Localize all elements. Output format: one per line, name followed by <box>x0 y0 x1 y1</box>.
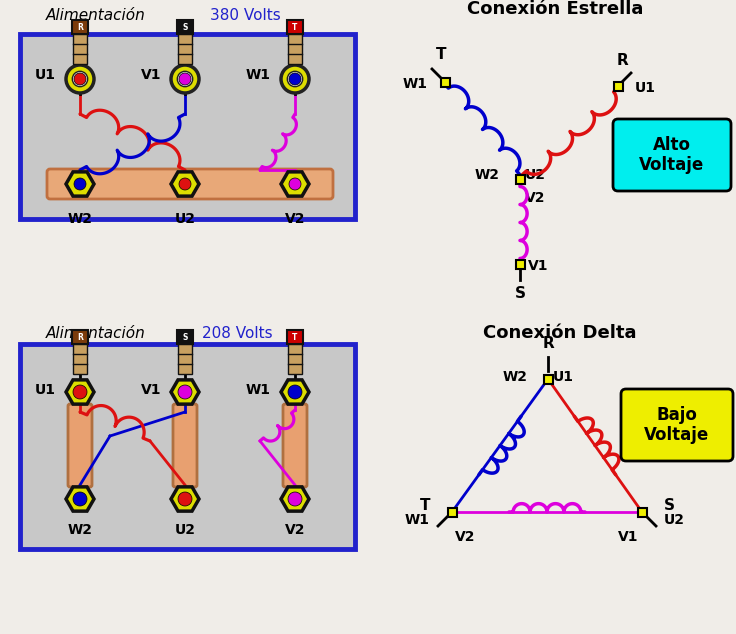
FancyBboxPatch shape <box>177 20 193 34</box>
Text: U1: U1 <box>35 68 56 82</box>
Text: S: S <box>664 498 675 514</box>
FancyBboxPatch shape <box>178 34 192 64</box>
Text: 380 Volts: 380 Volts <box>210 8 280 23</box>
Text: V2: V2 <box>455 530 475 544</box>
Circle shape <box>178 492 192 506</box>
Text: T: T <box>292 332 297 342</box>
Text: R: R <box>616 53 628 68</box>
FancyBboxPatch shape <box>72 330 88 344</box>
Text: V1: V1 <box>141 383 161 397</box>
Text: S: S <box>183 332 188 342</box>
Text: V2: V2 <box>525 191 545 205</box>
Polygon shape <box>171 487 199 511</box>
FancyBboxPatch shape <box>72 20 88 34</box>
FancyBboxPatch shape <box>614 82 623 91</box>
FancyBboxPatch shape <box>177 330 193 344</box>
Circle shape <box>287 71 302 87</box>
FancyBboxPatch shape <box>637 507 646 517</box>
Text: U2: U2 <box>525 168 546 182</box>
FancyBboxPatch shape <box>515 174 525 183</box>
FancyBboxPatch shape <box>447 507 456 517</box>
Text: U2: U2 <box>664 513 685 527</box>
Text: V2: V2 <box>285 212 305 226</box>
FancyBboxPatch shape <box>441 77 450 86</box>
Text: S: S <box>183 22 188 32</box>
Circle shape <box>177 71 193 87</box>
FancyBboxPatch shape <box>288 34 302 64</box>
Polygon shape <box>281 380 309 404</box>
Circle shape <box>66 65 94 93</box>
FancyBboxPatch shape <box>73 34 87 64</box>
Text: Bajo
Voltaje: Bajo Voltaje <box>645 406 710 444</box>
FancyBboxPatch shape <box>20 344 355 549</box>
Text: 208 Volts: 208 Volts <box>202 326 272 341</box>
Circle shape <box>73 385 87 399</box>
Circle shape <box>179 73 191 85</box>
Text: W2: W2 <box>475 168 500 182</box>
Text: Conexión Estrella: Conexión Estrella <box>467 0 643 18</box>
Text: R: R <box>542 336 554 351</box>
FancyBboxPatch shape <box>288 344 302 374</box>
Text: W2: W2 <box>68 523 93 537</box>
Text: W1: W1 <box>246 68 271 82</box>
Text: Alimentación: Alimentación <box>46 8 155 23</box>
Text: W1: W1 <box>246 383 271 397</box>
Polygon shape <box>171 172 199 196</box>
FancyBboxPatch shape <box>20 34 355 219</box>
Polygon shape <box>281 487 309 511</box>
Circle shape <box>288 492 302 506</box>
Text: W2: W2 <box>68 212 93 226</box>
FancyBboxPatch shape <box>621 389 733 461</box>
Circle shape <box>179 178 191 190</box>
Text: V2: V2 <box>285 523 305 537</box>
Polygon shape <box>66 487 94 511</box>
FancyBboxPatch shape <box>515 259 525 269</box>
Text: Alimentación: Alimentación <box>46 326 155 341</box>
Circle shape <box>171 65 199 93</box>
Text: V1: V1 <box>528 259 548 273</box>
Circle shape <box>289 178 301 190</box>
Text: R: R <box>77 22 83 32</box>
FancyBboxPatch shape <box>283 404 307 487</box>
Text: T: T <box>436 47 446 62</box>
Text: U1: U1 <box>553 370 574 384</box>
Text: U2: U2 <box>174 212 196 226</box>
FancyBboxPatch shape <box>47 169 333 199</box>
FancyBboxPatch shape <box>613 119 731 191</box>
Circle shape <box>288 385 302 399</box>
Text: T: T <box>420 498 430 514</box>
Circle shape <box>73 492 87 506</box>
FancyBboxPatch shape <box>543 375 553 384</box>
Circle shape <box>72 71 88 87</box>
Polygon shape <box>66 172 94 196</box>
Text: V1: V1 <box>618 530 638 544</box>
Text: T: T <box>292 22 297 32</box>
Text: Conexión Delta: Conexión Delta <box>484 324 637 342</box>
Text: U2: U2 <box>174 523 196 537</box>
Circle shape <box>74 178 86 190</box>
Circle shape <box>178 385 192 399</box>
Text: W2: W2 <box>503 370 528 384</box>
Text: S: S <box>514 286 526 301</box>
Polygon shape <box>171 380 199 404</box>
FancyBboxPatch shape <box>178 344 192 374</box>
Circle shape <box>281 65 309 93</box>
FancyBboxPatch shape <box>73 344 87 374</box>
Polygon shape <box>66 380 94 404</box>
Circle shape <box>289 73 301 85</box>
Text: V1: V1 <box>141 68 161 82</box>
Text: U1: U1 <box>35 383 56 397</box>
Circle shape <box>74 73 86 85</box>
Text: U1: U1 <box>635 81 656 95</box>
FancyBboxPatch shape <box>287 20 303 34</box>
FancyBboxPatch shape <box>173 404 197 487</box>
Text: W1: W1 <box>405 513 430 527</box>
Text: W1: W1 <box>403 77 428 91</box>
Text: R: R <box>77 332 83 342</box>
Text: Alto
Voltaje: Alto Voltaje <box>640 136 704 174</box>
FancyBboxPatch shape <box>287 330 303 344</box>
FancyBboxPatch shape <box>68 404 92 487</box>
Polygon shape <box>281 172 309 196</box>
